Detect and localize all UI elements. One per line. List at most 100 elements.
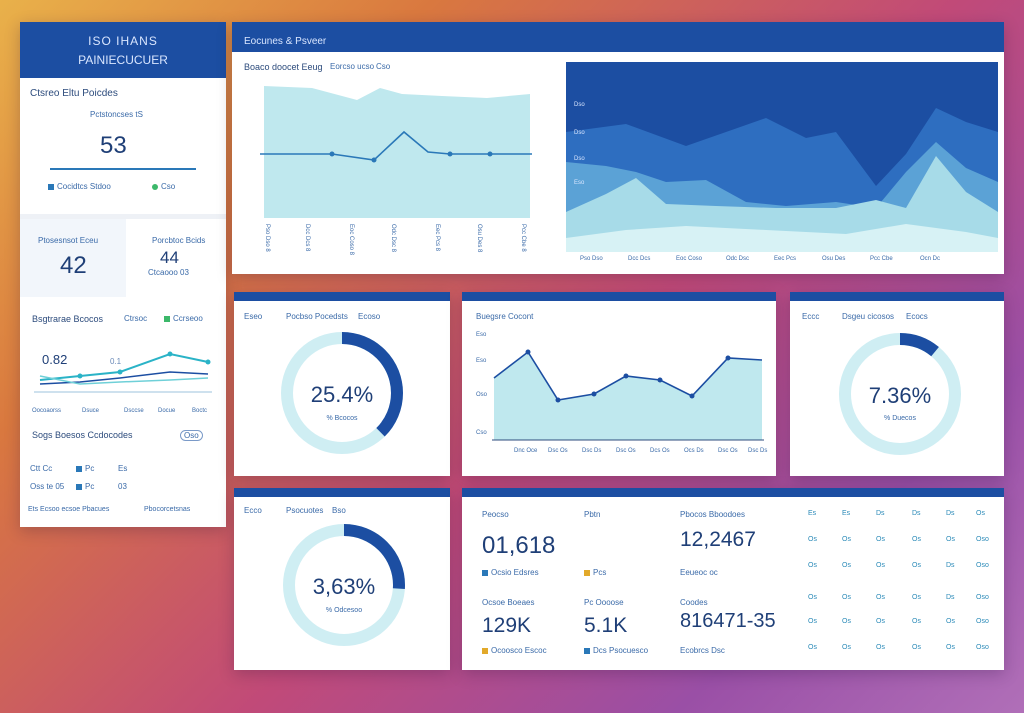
- list-row-b-label: Pc: [85, 464, 95, 473]
- mini-chart-legend-b: Ccrseoo: [164, 314, 203, 323]
- area-x-label: Osu Des 8: [476, 224, 482, 253]
- grid-cell: Os: [842, 536, 851, 543]
- stat-label: Ocsoe Boeaes: [482, 598, 535, 607]
- donut1-arc: [281, 332, 403, 454]
- sidebar-panel: ISO IHANS PAINIECUCUER Ctsreo Eltu Poicd…: [20, 22, 226, 527]
- line-card-chart: Eso Eso Oso Cso Dnc Oce Dsc Os Dsc Ds Ds…: [476, 332, 767, 454]
- area-x-label: Odc Dsc 8: [390, 224, 396, 253]
- donut-card-1: Eseo Pocbso Pocedsts Ecoso 25.4% % Bcoco…: [234, 292, 450, 476]
- sidebar-header: ISO IHANS PAINIECUCUER: [20, 22, 226, 78]
- donut3-value: 3,63%: [313, 574, 375, 599]
- line-y-label: Eso: [476, 358, 487, 364]
- line-y-label: Eso: [476, 332, 487, 338]
- stacked-x-label: Osu Des: [822, 256, 846, 262]
- card-topbar: [234, 292, 450, 301]
- mini-point: [167, 351, 173, 357]
- list-title: Sogs Boesos Ccdocodes: [32, 430, 133, 440]
- list-row-c: 03: [118, 482, 127, 491]
- grid-cell: Os: [842, 618, 851, 625]
- stacked-x-label: Ocn Dc: [920, 256, 941, 262]
- stat-foot-label: Ocoosco Escoc: [491, 646, 547, 655]
- stat-value: 129K: [482, 614, 532, 637]
- area-x-label: Pcc Cbe 8: [520, 224, 526, 252]
- legend-square-icon: [482, 569, 488, 576]
- list-row-a: Ctt Cc: [30, 464, 53, 473]
- kpi2-right-label: Porcbtoc Bcids: [152, 236, 206, 245]
- stat-foot: Dcs Psocuesco: [584, 646, 648, 655]
- line-fill: [494, 352, 762, 440]
- donut1-tab[interactable]: Eseo: [244, 312, 263, 321]
- list-row-b: Pc: [76, 464, 94, 473]
- stat-value: 816471-35: [680, 610, 776, 632]
- grid-cell: Os: [808, 536, 817, 543]
- legend-square-icon: [76, 465, 82, 472]
- stacked-x-label: Eoc Coso: [676, 256, 703, 262]
- legend-square-icon: [48, 183, 54, 190]
- mini-point: [77, 373, 83, 379]
- grid-cell: Es: [842, 510, 851, 517]
- stat-foot: Ocoosco Escoc: [482, 646, 547, 655]
- grid-cell: Oso: [976, 618, 989, 625]
- donut3-arc: [283, 524, 405, 646]
- stat-value: 01,618: [482, 532, 556, 559]
- donut1-sub: % Bcocos: [326, 415, 358, 422]
- area-point: [447, 151, 453, 157]
- grid-cell: Ds: [946, 594, 955, 601]
- kpi2-right-sub: Ctcaooo 03: [148, 268, 189, 277]
- card-topbar: [234, 488, 450, 497]
- grid-cell: Os: [876, 618, 885, 625]
- donut1-chart: 25.4% % Bcocos: [281, 332, 403, 454]
- stacked-y-label: Dso: [574, 130, 585, 136]
- donut-card-3: Ecco Psocuotes Bso 3,63% % Odcesoo: [234, 488, 450, 670]
- line-point: [591, 391, 597, 397]
- line-x-labels: Dnc Oce Dsc Os Dsc Ds Dsc Os Dcs Os Ocs …: [514, 448, 767, 454]
- mini-chart-title: Bsgtrarae Bcocos: [32, 314, 104, 324]
- donut3-tab[interactable]: Ecco: [244, 506, 262, 515]
- kpi2-right-value: 44: [160, 248, 179, 267]
- list-row-c: Es: [118, 464, 128, 473]
- donut1-title: Pocbso Pocedsts: [286, 312, 348, 321]
- list-row-b-label: Pc: [85, 482, 95, 491]
- legend-dot-icon: [152, 183, 158, 190]
- right-stacked-area-chart: Dso Dso Dso Eso: [566, 62, 998, 252]
- kpi2-left-tile: [20, 219, 126, 297]
- list-toggle[interactable]: Oso: [180, 430, 203, 441]
- stat-foot: Pcs: [584, 568, 606, 577]
- stat-value: 5.1K: [584, 614, 628, 637]
- list-row: Oss te 05: [30, 482, 64, 491]
- kpi1-sub: Pctstoncses tS: [90, 110, 143, 119]
- line-point: [623, 373, 629, 379]
- mini-x-label: Oocoaorss: [32, 408, 61, 414]
- stat-label: Pbocos Bboodoes: [680, 510, 745, 519]
- donut2-tab[interactable]: Eccc: [802, 312, 820, 321]
- grid-cell: Os: [808, 594, 817, 601]
- grid-cell: Os: [808, 644, 817, 651]
- grid-cell: Os: [912, 594, 921, 601]
- donut2-title: Dsgeu cicosos: [842, 312, 895, 321]
- kpi2-left-value: 42: [60, 252, 87, 279]
- list-row: Ctt Cc: [30, 464, 52, 473]
- mini-chart-legend-b-label: Ccrseoo: [173, 314, 203, 323]
- stacked-area-5: [566, 224, 998, 252]
- stat-label: Peocso: [482, 510, 509, 519]
- mini-x-label: Docue: [158, 408, 176, 414]
- grid-cell: Os: [946, 644, 955, 651]
- stacked-x-label: Eec Pcs: [774, 256, 797, 262]
- line-x-label: Dnc Oce: [514, 448, 538, 454]
- line-y-label: Cso: [476, 430, 487, 436]
- grid-cell: Os: [946, 536, 955, 543]
- kpi1-value: 53: [100, 132, 127, 159]
- kpi2-left-caption: Ptosesnsot Eceu: [38, 236, 99, 245]
- donut3-chart: 3,63% % Odcesoo: [283, 524, 405, 646]
- top-panel: Eocunes & Psveer Boaco doocet Eeug Eorcs…: [232, 22, 1004, 274]
- grid-cell: Os: [946, 618, 955, 625]
- grid-cell: Ds: [912, 510, 921, 517]
- stacked-y-label: Eso: [574, 180, 585, 186]
- stacked-x-label: Odc Dsc: [726, 256, 750, 262]
- stat-label: Pbtn: [584, 510, 601, 519]
- line-point: [689, 393, 695, 399]
- legend-square-icon: [164, 315, 170, 322]
- mini-annotation: 0.82: [42, 352, 67, 367]
- grid-cell: Oso: [976, 644, 989, 651]
- stat-foot: Ecobrcs Dsc: [680, 646, 725, 655]
